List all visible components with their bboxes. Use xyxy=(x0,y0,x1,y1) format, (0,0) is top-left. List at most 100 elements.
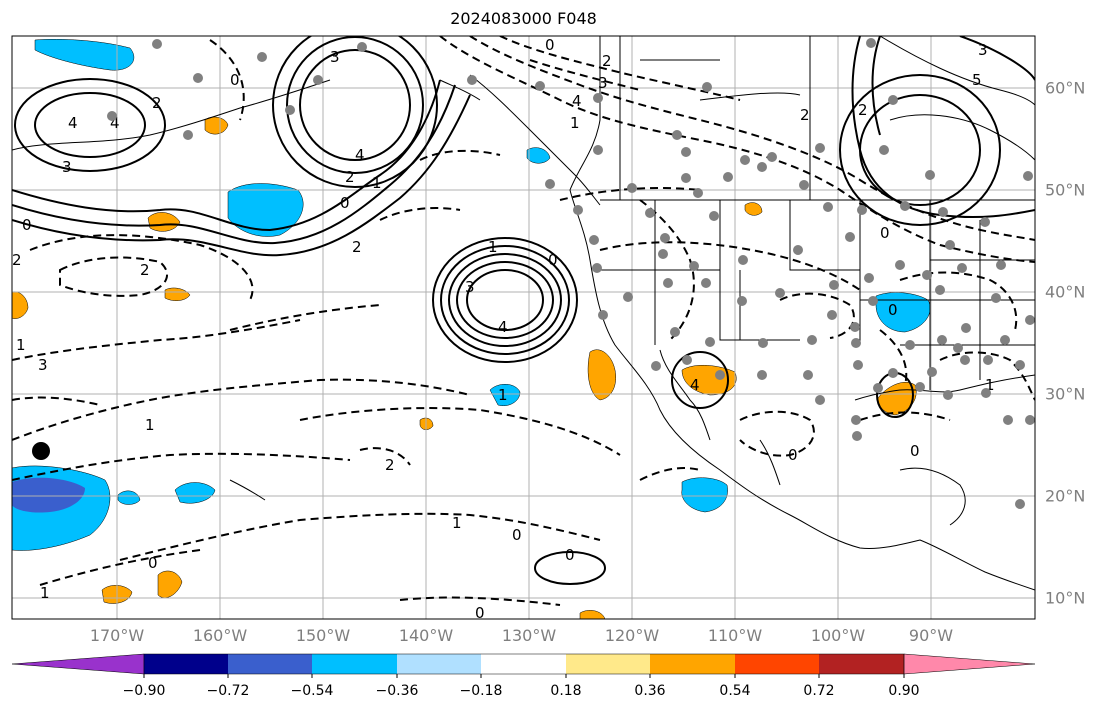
contour-label: 1 xyxy=(40,584,50,602)
contour-label: 3 xyxy=(330,48,340,66)
colorbar-tick-label: 0.36 xyxy=(634,683,666,699)
contour-label: 4 xyxy=(68,114,78,132)
shade-positive xyxy=(157,570,183,598)
contour-label: 1 xyxy=(570,114,580,132)
contour-label: 2 xyxy=(152,94,162,112)
contour-label: 0 xyxy=(340,194,350,212)
shaded-areas xyxy=(12,39,931,619)
colorbar-segment xyxy=(481,654,566,674)
contour-label: 3 xyxy=(465,278,475,296)
colorbar-extend-left xyxy=(11,653,145,675)
contour-label: 1 xyxy=(145,416,155,434)
contour-label: 1 xyxy=(16,336,26,354)
latitude-label: 10°N xyxy=(1045,588,1086,608)
contour-label: 4 xyxy=(498,318,508,336)
longitude-label: 160°W xyxy=(192,626,248,645)
contour-labels: 3 4 4 2 3 4 2 1 0 0 2 3 4 1 0 3 4 2 1 0 … xyxy=(12,36,995,622)
colorbar-tick-label: 0.72 xyxy=(803,683,835,699)
contour-label: 3 xyxy=(978,41,988,59)
contour-label: 2 xyxy=(858,101,868,119)
contour-label: 1 xyxy=(985,376,995,394)
latitude-label: 20°N xyxy=(1045,486,1086,506)
colorbar-tick-label: −0.54 xyxy=(290,683,334,699)
contour-label: 4 xyxy=(690,376,700,394)
shade-negative xyxy=(875,292,931,333)
contour-label: 2 xyxy=(12,251,22,269)
colorbar-tick-label: 0.18 xyxy=(550,683,582,699)
contour-label: 3 xyxy=(62,158,72,176)
colorbar-tick-label: 0.90 xyxy=(888,683,920,699)
latitude-label: 30°N xyxy=(1045,384,1086,404)
colorbar-tick-label: −0.36 xyxy=(375,683,419,699)
colorbar-segment xyxy=(397,654,481,674)
shade-negative xyxy=(34,39,135,71)
longitude-label: 130°W xyxy=(501,626,557,645)
shade-negative xyxy=(227,183,304,237)
contour-label: 0 xyxy=(788,446,798,464)
shade-negative xyxy=(174,482,216,504)
shade-positive xyxy=(147,212,181,232)
longitude-label: 100°W xyxy=(810,626,866,645)
contour-label: 2 xyxy=(800,106,810,124)
contour-label: 1 xyxy=(488,238,498,256)
longitude-label: 150°W xyxy=(295,626,351,645)
contour-label: 0 xyxy=(888,301,898,319)
shade-negative xyxy=(489,384,521,406)
colorbar-segment xyxy=(819,654,904,674)
contour-label: 1 xyxy=(498,386,508,404)
shade-negative xyxy=(681,477,728,513)
contour-label: 2 xyxy=(140,261,150,279)
contour-label: 2 xyxy=(602,52,612,70)
contour-label: 5 xyxy=(972,71,982,89)
contour-label: 1 xyxy=(452,514,462,532)
map-title: 2024083000 F048 xyxy=(450,9,597,28)
contour-label: 0 xyxy=(22,216,32,234)
shade-positive xyxy=(164,287,191,301)
contour-label: 0 xyxy=(475,604,485,622)
shade-negative xyxy=(117,490,141,505)
shade-positive xyxy=(587,349,616,401)
contours-solid xyxy=(12,36,1035,585)
contours-dashed xyxy=(12,36,1035,606)
shade-positive xyxy=(579,610,606,619)
longitude-label: 170°W xyxy=(89,626,145,645)
contour-label: 0 xyxy=(880,224,890,242)
contour-label: 0 xyxy=(910,442,920,460)
colorbar-segment xyxy=(312,654,397,674)
station-markers xyxy=(107,38,1035,509)
longitude-label: 90°W xyxy=(908,626,954,645)
colorbar-segment xyxy=(650,654,735,674)
contour-label: 0 xyxy=(565,546,575,564)
latitude-label: 50°N xyxy=(1045,180,1086,200)
longitude-label: 140°W xyxy=(398,626,454,645)
longitude-label: 120°W xyxy=(604,626,660,645)
contour-label: 4 xyxy=(572,92,582,110)
contour-label: 0 xyxy=(545,36,555,54)
shade-strong-negative xyxy=(12,477,85,513)
contour-label: 2 xyxy=(352,238,362,256)
latitude-label: 40°N xyxy=(1045,282,1086,302)
contour-label: 3 xyxy=(598,74,608,92)
longitude-label: 110°W xyxy=(707,626,763,645)
shade-positive xyxy=(744,202,763,216)
latitude-label: 60°N xyxy=(1045,78,1086,98)
colorbar-segment xyxy=(144,654,228,674)
colorbar-segment xyxy=(228,654,312,674)
colorbar-segment xyxy=(735,654,819,674)
contour-label: 4 xyxy=(110,114,120,132)
contour-label: 2 xyxy=(345,168,355,186)
shade-negative xyxy=(526,147,551,164)
contour-label: 0 xyxy=(548,251,558,269)
contour-label: 0 xyxy=(148,554,158,572)
colorbar-tick-label: −0.90 xyxy=(122,683,166,699)
contour-label: 0 xyxy=(512,526,522,544)
colorbar-tick-label: 0.54 xyxy=(719,683,751,699)
colorbar-tick-label: −0.72 xyxy=(206,683,250,699)
colorbar-segment xyxy=(566,654,650,674)
colorbar-extend-right xyxy=(903,653,1036,675)
contour-label: 0 xyxy=(230,71,240,89)
colorbar-tick-label: −0.18 xyxy=(459,683,503,699)
contour-label: 4 xyxy=(355,146,365,164)
black-marker xyxy=(32,442,50,460)
